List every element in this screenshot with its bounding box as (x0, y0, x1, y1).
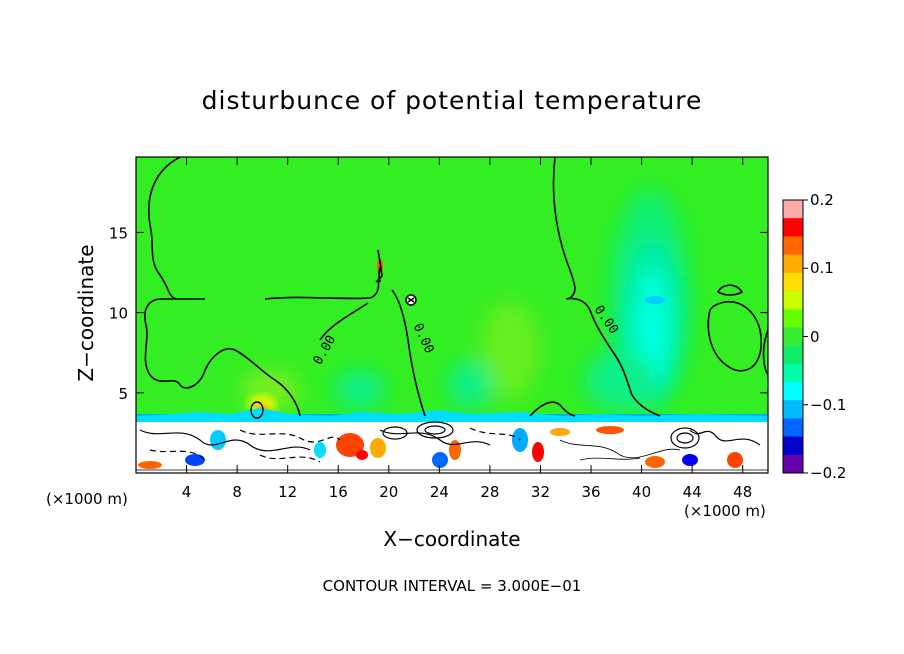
colorbar-swatch (783, 400, 803, 419)
x-axis-label: X−coordinate (383, 527, 521, 551)
colorbar-swatch (783, 345, 803, 365)
y-axis-label: Z−coordinate (74, 244, 98, 382)
x-tick-label: 4 (182, 483, 192, 501)
colorbar-tick-label: 0.2 (810, 191, 834, 209)
colorbar-swatch (783, 436, 803, 456)
x-tick-label: 32 (531, 483, 550, 501)
chart-title: disturbunce of potential temperature (201, 86, 703, 115)
plot-frame (135, 156, 769, 474)
colorbar-swatch (783, 254, 803, 274)
y-tick-label: 15 (109, 224, 128, 242)
x-tick-label: 12 (278, 483, 297, 501)
colorbar-swatch (783, 291, 803, 310)
x-tick-label: 16 (329, 483, 348, 501)
colorbar-swatch (783, 454, 803, 474)
colorbar-tick-label: −0.1 (810, 395, 847, 414)
x-tick-label: 44 (683, 483, 702, 501)
colorbar-swatch (783, 309, 803, 328)
colorbar-ticks (803, 199, 808, 474)
x-tick-label: 40 (632, 483, 651, 501)
colorbar-swatch (783, 327, 803, 347)
y-tick-label: 10 (109, 305, 128, 323)
colorbar-swatch (783, 382, 803, 401)
colorbar-tick-label: −0.2 (810, 464, 847, 482)
colorbar-tick-label: 0.1 (810, 259, 834, 278)
plot-field (136, 157, 768, 473)
x-tick-label: 48 (733, 483, 752, 501)
x-axis-unit: (×1000 m) (684, 502, 766, 520)
contour-interval: CONTOUR INTERVAL = 3.000E−01 (322, 577, 582, 595)
x-ticks: 4 8 12 16 20 24 28 32 36 40 44 48 (182, 157, 752, 501)
colorbar-swatch (783, 236, 803, 256)
colorbar-swatch (783, 200, 803, 219)
x-tick-label: 24 (430, 483, 449, 501)
x-tick-label: 36 (581, 483, 600, 501)
colorbar-swatch (783, 272, 803, 292)
x-tick-label: 20 (379, 483, 398, 501)
x-tick-label: 8 (232, 483, 242, 501)
colorbar (783, 200, 803, 474)
x-tick-label: 28 (480, 483, 499, 501)
colorbar-swatch (783, 218, 803, 237)
y-tick-label: 5 (118, 385, 128, 403)
y-ticks: 5 10 15 (109, 224, 768, 403)
colorbar-tick-label: 0 (810, 327, 820, 346)
colorbar-swatch (783, 363, 803, 383)
y-axis-unit: (×1000 m) (46, 490, 128, 508)
colorbar-swatch (783, 418, 803, 438)
